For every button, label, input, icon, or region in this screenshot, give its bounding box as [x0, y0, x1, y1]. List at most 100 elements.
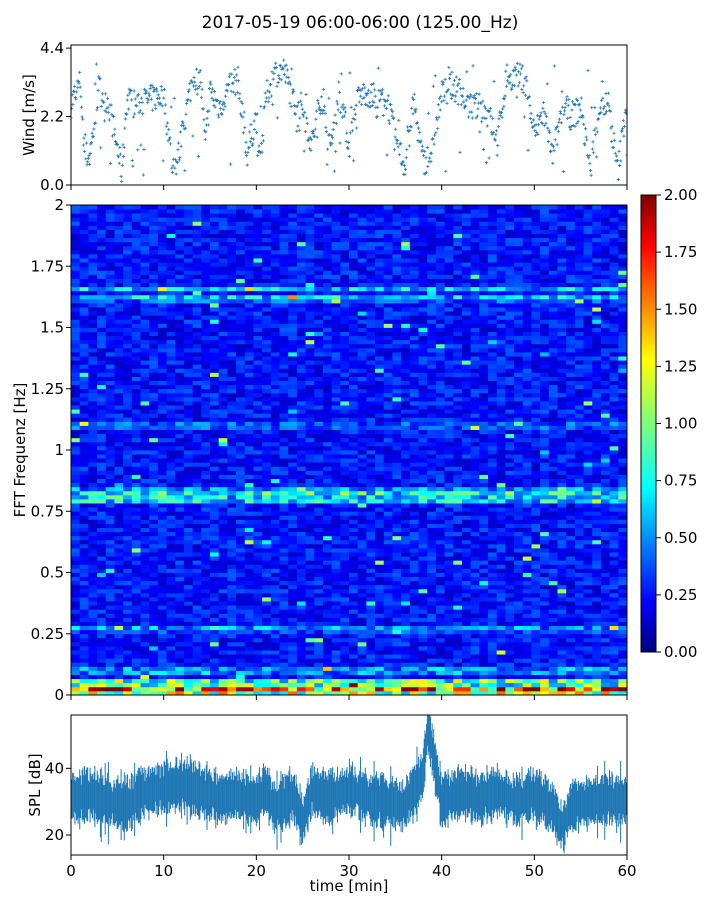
spectrogram-cell	[401, 564, 411, 569]
spectrogram-cell	[210, 674, 220, 680]
spectrogram-cell	[123, 617, 133, 622]
wind-point	[517, 70, 521, 74]
spectrogram-cell	[409, 507, 419, 512]
spectrogram-cell	[314, 670, 324, 675]
spectrogram-cell	[461, 450, 472, 455]
spectrogram-cell	[427, 580, 437, 586]
spectrogram-cell	[514, 605, 524, 610]
spectrogram-cell	[514, 666, 524, 671]
spectrogram-cell	[461, 552, 472, 557]
spectrogram-cell	[183, 629, 194, 635]
spectrogram-cell	[522, 474, 532, 479]
wind-point	[467, 115, 471, 119]
spectrogram-cell	[114, 633, 124, 639]
spectrogram-cell	[97, 552, 107, 557]
wind-point	[251, 137, 256, 141]
spectrogram-cell	[540, 507, 550, 512]
wind-point	[74, 90, 79, 94]
wind-point	[565, 95, 569, 99]
spectrogram-cell	[435, 462, 445, 467]
spectrogram-cell	[418, 597, 428, 602]
spectrogram-cell	[349, 568, 359, 573]
spectrogram-cell	[418, 486, 428, 492]
spectrogram-cell	[592, 646, 602, 651]
spectrogram-cell	[71, 629, 81, 635]
spectrogram-cell	[444, 601, 454, 606]
wind-point	[119, 174, 123, 178]
spectrogram-cell	[305, 494, 315, 500]
spectrogram-cell	[409, 613, 419, 618]
spectrogram-cell	[175, 666, 185, 671]
spectrogram-cell	[418, 662, 428, 667]
spectrogram-cell	[192, 584, 202, 590]
spectrogram-cell	[618, 458, 627, 463]
spectrogram-cell	[288, 633, 298, 639]
spectrogram-cell	[557, 654, 567, 659]
spectrogram-cell	[88, 597, 98, 602]
spectrogram-cell	[366, 450, 376, 455]
spectrogram-cell	[375, 474, 385, 479]
spectrogram-cell	[183, 523, 194, 528]
wind-point	[432, 142, 436, 146]
spectrogram-cell	[244, 519, 254, 524]
spectrogram-cell	[401, 433, 411, 439]
spectrogram-cell	[244, 531, 254, 537]
spectrogram-cell	[314, 605, 324, 610]
spectrogram-cell	[409, 670, 419, 675]
spectrogram-cell	[114, 686, 124, 692]
wind-point	[483, 104, 487, 108]
spectrogram-cell	[375, 531, 385, 537]
spectrogram-cell	[522, 503, 532, 508]
wind-point	[83, 149, 87, 154]
spectrogram-cell	[236, 625, 246, 631]
spectrogram-cell	[79, 592, 89, 598]
spectrogram-cell	[583, 637, 593, 643]
spectrogram-cell	[218, 592, 228, 598]
spectrogram-cell	[192, 662, 202, 667]
spectrogram-cell	[131, 437, 141, 443]
spectrogram-cell	[514, 654, 524, 659]
spectrogram-cell	[305, 678, 315, 684]
spectrogram-cell	[218, 515, 228, 520]
spectrogram-cell	[305, 654, 315, 659]
spectrogram-cell	[540, 576, 550, 582]
spectrogram-cell	[192, 625, 202, 631]
spectrogram-cell	[262, 474, 272, 479]
spectrogram-cell	[566, 450, 576, 455]
spectrogram-cell	[97, 543, 107, 549]
spectrogram-cell	[201, 621, 211, 626]
spectrogram-cell	[592, 535, 602, 541]
wind-point	[456, 102, 460, 106]
spectrogram-cell	[288, 433, 298, 439]
spectrogram-cell	[409, 466, 419, 471]
spectrogram-cell	[453, 494, 463, 500]
spectrogram-cell	[227, 543, 237, 549]
spectrogram-cell	[574, 686, 584, 692]
spectrogram-cell	[583, 617, 593, 622]
wind-point	[453, 99, 457, 103]
spectrogram-cell	[401, 654, 411, 659]
spectrogram-cell	[349, 609, 359, 614]
spectrogram-cell	[366, 466, 376, 471]
spectrogram-cell	[392, 450, 402, 455]
spectrogram-cell	[583, 690, 593, 695]
wind-point	[356, 88, 360, 93]
wind-point	[619, 159, 623, 163]
spectrogram-cell	[470, 519, 480, 524]
spectrogram-cell	[340, 597, 350, 602]
wind-point	[451, 83, 455, 87]
spectrogram-cell	[557, 490, 567, 496]
spectrogram-cell	[175, 568, 185, 573]
spectrogram-cell	[453, 584, 463, 590]
wind-point	[211, 98, 215, 102]
spectrogram-cell	[383, 670, 393, 675]
spectrogram-cell	[583, 486, 593, 492]
spectrogram-cell	[288, 564, 298, 569]
wind-point	[170, 166, 174, 170]
wind-point	[562, 109, 567, 113]
spectrogram-cell	[383, 633, 393, 639]
spectrogram-cell	[453, 686, 463, 692]
spectrogram-cell	[592, 494, 602, 500]
wind-point	[551, 161, 555, 165]
wind-point	[212, 103, 216, 107]
